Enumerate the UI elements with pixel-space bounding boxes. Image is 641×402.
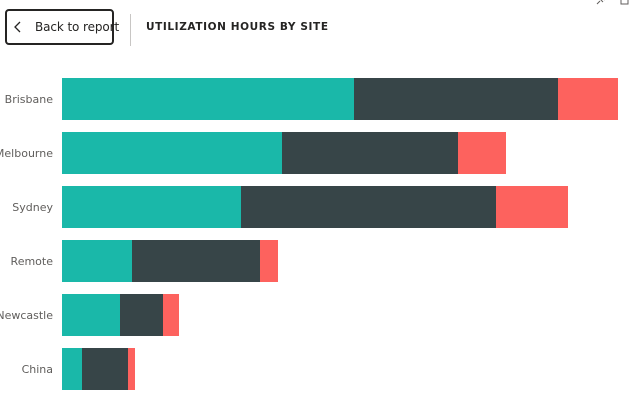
bar-segment[interactable] xyxy=(62,240,132,282)
bar-segment[interactable] xyxy=(282,132,458,174)
visual-toolbar xyxy=(541,0,641,8)
bar-segment[interactable] xyxy=(62,348,82,390)
back-to-report-button[interactable]: Back to report xyxy=(5,9,119,45)
bar-segment[interactable] xyxy=(128,348,135,390)
bar-segment[interactable] xyxy=(62,78,354,120)
category-label: Newcastle xyxy=(0,309,53,322)
bar-segment[interactable] xyxy=(62,294,120,336)
bar-segment[interactable] xyxy=(82,348,128,390)
bar-segment[interactable] xyxy=(558,78,618,120)
bar-segment[interactable] xyxy=(496,186,568,228)
copy-icon[interactable] xyxy=(619,0,631,6)
category-label: China xyxy=(22,363,53,376)
bar-segment[interactable] xyxy=(120,294,163,336)
chevron-left-icon xyxy=(14,21,21,33)
bar-segment[interactable] xyxy=(241,186,496,228)
category-label: Brisbane xyxy=(5,93,54,106)
bar-segment[interactable] xyxy=(62,186,241,228)
bar-segment[interactable] xyxy=(163,294,179,336)
header-divider xyxy=(130,14,131,46)
bar-segment[interactable] xyxy=(458,132,506,174)
bar-segment[interactable] xyxy=(132,240,260,282)
category-label: Melbourne xyxy=(0,147,53,160)
pin-icon[interactable] xyxy=(595,0,607,6)
category-label: Sydney xyxy=(12,201,53,214)
chart-title: UTILIZATION HOURS BY SITE xyxy=(146,21,329,33)
category-label: Remote xyxy=(11,255,54,268)
back-button-label: Back to report xyxy=(35,20,120,34)
bar-segment[interactable] xyxy=(260,240,278,282)
bar-segment[interactable] xyxy=(354,78,558,120)
bar-segment[interactable] xyxy=(62,132,282,174)
